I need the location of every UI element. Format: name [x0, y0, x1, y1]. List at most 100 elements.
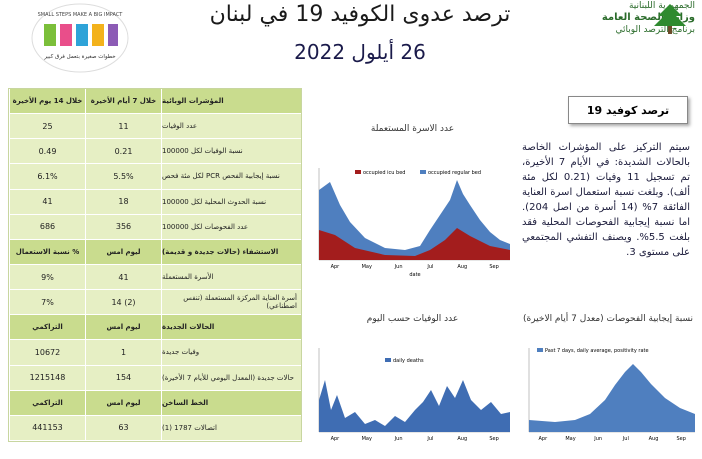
cell-value: 356	[85, 214, 161, 239]
beds-chart: occupied icu bed occupied regular bed da…	[318, 168, 510, 278]
row-label: نسبة الوفيات لكل 100000	[161, 139, 301, 164]
cell-value: 0.21	[85, 139, 161, 164]
cell-value: 7%	[9, 290, 85, 315]
cell-value: ليوم امس	[85, 390, 161, 415]
positivity-area	[529, 364, 695, 432]
indicator-table: خلال 14 يوم الأخيرة خلال 7 أيام الأخيرة ال…	[8, 88, 302, 442]
x-axis-label: date	[409, 272, 420, 278]
row-label: اتصالات 1787 (1)	[161, 415, 301, 440]
cedar-trunk	[668, 26, 672, 34]
table-row: 6.1% 5.5% نسبة إيجابية الفحص PCR لكل مئة ف…	[9, 164, 301, 190]
date: 26 أيلول 2022	[294, 40, 426, 64]
x-tick-label: May	[362, 436, 372, 442]
x-tick-label: Aug	[649, 436, 659, 442]
row-label: عدد الوفيات	[161, 114, 301, 139]
cell-value: ليوم امس	[85, 315, 161, 340]
deaths-area	[319, 380, 510, 432]
cell-value: 0.49	[9, 139, 85, 164]
row-label: الأسرة المستعملة	[161, 264, 301, 290]
legend-swatch	[420, 170, 426, 174]
ministry: الجمهورية اللبنانية وزارة الصحة العامة ب…	[560, 0, 695, 40]
cedar-logo	[654, 4, 686, 34]
cell-value: 6.1%	[9, 164, 85, 189]
table-row: 1215148 154 حالات جديدة (المعدل اليومي للأ…	[9, 365, 301, 391]
row-label: نسبة إيجابية الفحص PCR لكل مئة فحص	[161, 164, 301, 189]
cell-value: 154	[85, 365, 161, 390]
summary-text: سيتم التركيز على المؤشرات الخاصة بالحالا…	[522, 142, 690, 258]
row-label: وفيات جديدة	[161, 340, 301, 365]
chart-title: عدد الوفيات حسب اليوم	[366, 314, 459, 324]
icu-beds-area	[319, 228, 510, 260]
section-header: خلال 14 يوم الأخيرة خلال 7 أيام الأخيرة ال…	[9, 89, 301, 115]
title: ترصد عدوى الكوفيد 19 في لبنان	[209, 2, 511, 27]
legend-swatch	[385, 358, 391, 362]
row-label: عدد الفحوصات لكل 100000	[161, 214, 301, 239]
cell-value: 10672	[9, 340, 85, 365]
legend-label: occupied regular bed	[428, 170, 481, 176]
x-tick-label: May	[565, 436, 575, 442]
x-tick-label: Jul	[426, 264, 433, 270]
table-row: 41 18 نسبة الحدوث المحلية لكل 100000	[9, 189, 301, 215]
x-tick-label: Apr	[539, 436, 549, 442]
section-header: التراكمي ليوم امس الخط الساخن	[9, 390, 301, 416]
cell-value: 9%	[9, 264, 85, 290]
cell-value: 18	[85, 189, 161, 214]
logo-tagline: SMALL STEPS MAKE A BIG IMPACT	[38, 12, 124, 18]
row-label: نسبة الحدوث المحلية لكل 100000	[161, 189, 301, 214]
deaths-chart: daily deaths Apr May Jun Jul Aug Sep	[318, 348, 510, 442]
x-tick-label: Apr	[331, 264, 341, 270]
x-tick-label: Jun	[593, 436, 602, 442]
x-tick-label: Sep	[489, 436, 498, 442]
logo-slogan: خطوات صغيرة بتعمل فرق كبير	[43, 53, 115, 60]
logo-block	[44, 24, 56, 46]
row-label: أسرة العناية المركزة المستعملة (تنفس اصط…	[161, 290, 301, 315]
chart-title: عدد الاسرة المستعملة	[370, 124, 455, 134]
row-label: الحالات الجديدة	[161, 315, 301, 340]
cell-value: 63	[85, 415, 161, 440]
cell-value: 14 (2)	[85, 290, 161, 315]
table-row: 686 356 عدد الفحوصات لكل 100000	[9, 214, 301, 240]
legend-label: occupied icu bed	[363, 170, 405, 176]
table-row: 25 11 عدد الوفيات	[9, 114, 301, 140]
cell-value: التراكمي	[9, 390, 85, 415]
x-tick-label: Aug	[457, 436, 467, 442]
logo-block	[92, 24, 104, 46]
x-tick-label: Jul	[426, 436, 433, 442]
positivity-chart: Past 7 days, daily average, positivity r…	[528, 348, 695, 442]
chart-title: نسبة إيجابية الفحوصات (معدل 7 أيام الاخي…	[522, 314, 694, 324]
cell-value: 5.5%	[85, 164, 161, 189]
cell-value: 41	[9, 189, 85, 214]
logo-block	[76, 24, 88, 46]
cell-value: 1215148	[9, 365, 85, 390]
table-row: 10672 1 وفيات جديدة	[9, 340, 301, 366]
cell-value: 25	[9, 114, 85, 139]
x-tick-label: Sep	[489, 264, 498, 270]
row-label: الخط الساخن	[161, 390, 301, 415]
row-label: الاستشفاء (حالات جديدة و قديمة)	[161, 239, 301, 264]
summary-heading: ترصد كوفيد 19	[568, 96, 688, 124]
cell-value: ليوم امس	[85, 239, 161, 264]
ministry-line: الجمهورية اللبنانية	[628, 1, 695, 11]
x-tick-label: May	[362, 264, 372, 270]
ministry-line: برنامج الترصد الوبائي	[615, 25, 695, 35]
cell-value: 1	[85, 340, 161, 365]
row-label: المؤشرات الوبائية	[161, 89, 301, 114]
cell-value: 11	[85, 114, 161, 139]
cell-value: التراكمي	[9, 315, 85, 340]
logo-block	[60, 24, 72, 46]
section-header: التراكمي ليوم امس الحالات الجديدة	[9, 315, 301, 341]
cell-value: خلال 14 يوم الأخيرة	[9, 89, 85, 114]
logo-block	[108, 24, 118, 46]
cell-value: 441153	[9, 415, 85, 440]
cell-value: 41	[85, 264, 161, 290]
logo-left: SMALL STEPS MAKE A BIG IMPACT خطوات صغير…	[31, 3, 129, 73]
table-row: 9% 41 الأسرة المستعملة	[9, 264, 301, 291]
legend-label: Past 7 days, daily average, positivity r…	[545, 348, 649, 354]
cell-value: 686	[9, 214, 85, 239]
x-tick-label: Apr	[331, 436, 341, 442]
section-header: % نسبة الاستعمال ليوم امس الاستشفاء (حالات…	[9, 239, 301, 265]
table-row: 7% 14 (2) أسرة العناية المركزة المستعملة (…	[9, 290, 301, 316]
x-tick-label: Sep	[676, 436, 685, 442]
row-label: حالات جديدة (المعدل اليومي للأيام 7 الأخ…	[161, 365, 301, 390]
